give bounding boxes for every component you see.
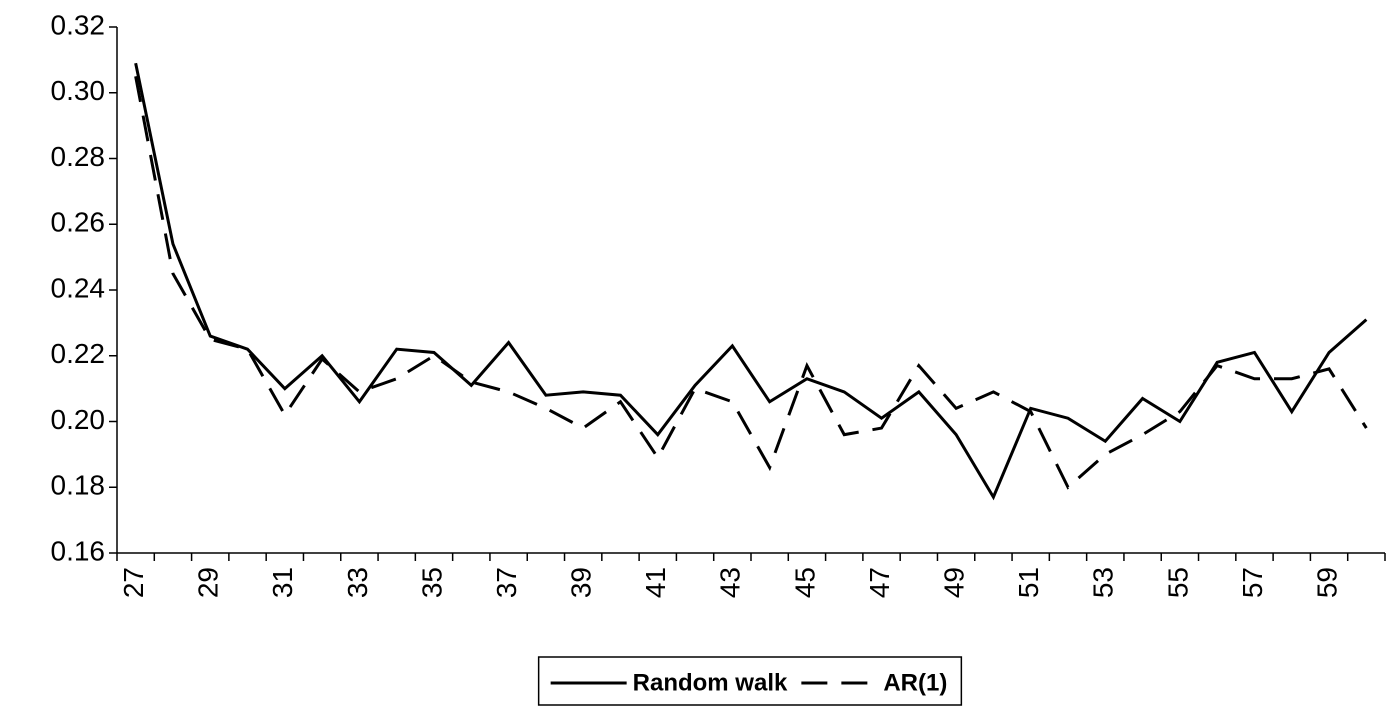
x-tick-label: 59 xyxy=(1311,567,1342,598)
x-tick-label: 41 xyxy=(640,567,671,598)
x-tick-label: 47 xyxy=(864,567,895,598)
x-tick-label: 55 xyxy=(1162,567,1193,598)
x-tick-label: 35 xyxy=(416,567,447,598)
legend: Random walk AR(1) xyxy=(537,656,963,706)
x-tick-label: 37 xyxy=(491,567,522,598)
x-tick-label: 27 xyxy=(118,567,149,598)
x-tick-label: 57 xyxy=(1237,567,1268,598)
x-tick-label: 51 xyxy=(1013,567,1044,598)
legend-box xyxy=(537,656,963,706)
x-tick-label: 31 xyxy=(267,567,298,598)
legend-label: Random walk xyxy=(633,669,788,696)
y-tick-label: 0.18 xyxy=(51,470,106,501)
y-tick-label: 0.24 xyxy=(51,272,106,303)
x-tick-label: 29 xyxy=(193,567,224,598)
legend-label: AR(1) xyxy=(883,669,947,696)
y-tick-label: 0.26 xyxy=(51,207,106,238)
y-tick-label: 0.16 xyxy=(51,535,106,566)
y-tick-label: 0.22 xyxy=(51,338,106,369)
x-tick-label: 53 xyxy=(1088,567,1119,598)
x-tick-label: 49 xyxy=(939,567,970,598)
y-tick-label: 0.30 xyxy=(51,75,106,106)
series-line xyxy=(134,76,1368,490)
x-tick-label: 33 xyxy=(342,567,373,598)
x-tick-label: 39 xyxy=(566,567,597,598)
y-tick-label: 0.20 xyxy=(51,404,106,435)
y-tick-label: 0.28 xyxy=(51,141,106,172)
x-tick-label: 43 xyxy=(715,567,746,598)
x-tick-label: 45 xyxy=(789,567,820,598)
y-tick-label: 0.32 xyxy=(51,9,106,40)
series-line xyxy=(134,62,1368,501)
